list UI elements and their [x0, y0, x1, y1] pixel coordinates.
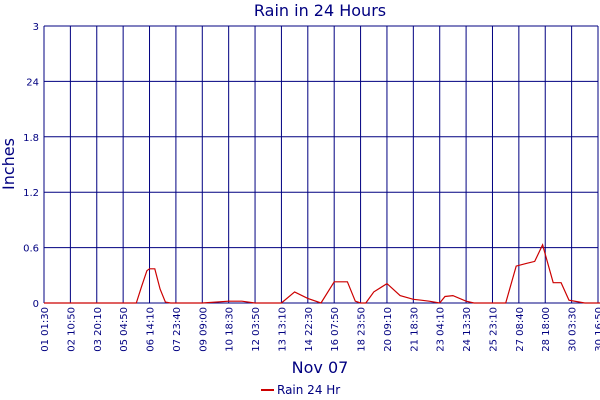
- x-tick-label: 14 22:30: [304, 307, 315, 352]
- x-tick-label: 16 07:50: [330, 307, 341, 352]
- x-tick-label: 05 04:50: [119, 307, 130, 352]
- y-tick-label: 0: [33, 299, 39, 310]
- series-group: [44, 243, 600, 304]
- x-tick-label: 02 10:50: [66, 307, 77, 352]
- series-line-rain-24-hr: [44, 243, 600, 304]
- legend: Rain 24 Hr: [261, 383, 340, 397]
- x-tick-label: 01 01:30: [40, 307, 51, 352]
- x-tick-label: 13 13:10: [277, 307, 288, 352]
- x-tick-label: 28 18:00: [541, 307, 552, 352]
- x-tick-label: 12 03:50: [251, 307, 262, 352]
- x-tick-label: 30 16:50: [594, 307, 600, 352]
- plot-area: [44, 26, 598, 303]
- x-tick-label: 21 18:30: [409, 307, 420, 352]
- x-tick-label: 27 08:40: [515, 307, 526, 352]
- y-axis-ticks: 0 0.6 1.2 1.8 24 3: [23, 22, 39, 310]
- x-tick-label: 23 04:10: [436, 307, 447, 352]
- x-axis-ticks: 01 01:30 02 10:50 03 20:10 05 04:50 06 14:10…: [40, 307, 600, 352]
- x-tick-label: 18 23:50: [357, 307, 368, 352]
- x-tick-label: 09 09:00: [198, 307, 209, 352]
- x-tick-label: 06 14:10: [146, 307, 157, 352]
- x-tick-label: 24 13:30: [462, 307, 473, 352]
- y-tick-label: 1.8: [23, 133, 39, 144]
- y-tick-label: 3: [33, 22, 39, 33]
- y-tick-label: 1.2: [23, 188, 39, 199]
- x-tick-label: 07 23:40: [172, 307, 183, 352]
- x-tick-label: 20 09:10: [383, 307, 394, 352]
- chart-title: Rain in 24 Hours: [254, 1, 386, 20]
- x-axis-label: Nov 07: [292, 358, 349, 377]
- x-tick-label: 03 20:10: [93, 307, 104, 352]
- x-tick-label: 10 18:30: [225, 307, 236, 352]
- y-tick-label: 0.6: [23, 244, 39, 255]
- legend-label: Rain 24 Hr: [277, 383, 340, 397]
- y-tick-label: 24: [26, 77, 39, 88]
- x-tick-label: 30 03:30: [568, 307, 579, 352]
- y-axis-label: Inches: [0, 138, 18, 190]
- x-tick-label: 25 23:10: [488, 307, 499, 352]
